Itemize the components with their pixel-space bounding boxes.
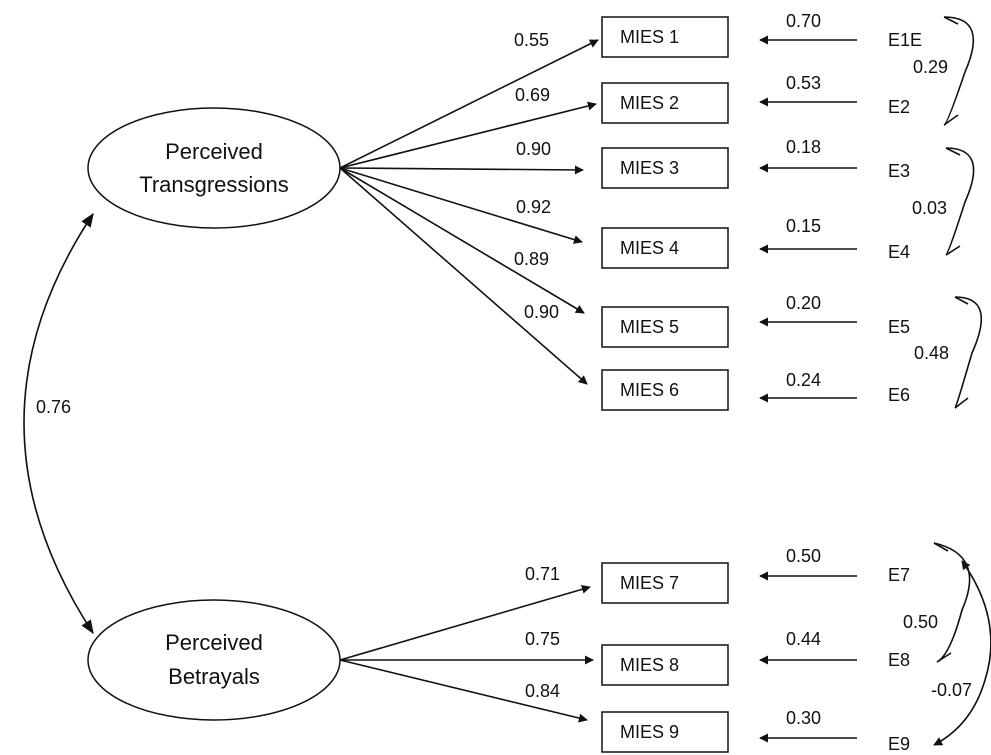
latent-transgressions-label-line2: Transgressions — [139, 172, 289, 197]
error-weight-label-8: 0.44 — [786, 629, 821, 649]
indicator-label-3: MIES 3 — [620, 158, 679, 178]
covariance-bracket-e3-e4 — [946, 148, 974, 255]
error-weight-label-3: 0.18 — [786, 137, 821, 157]
error-term-label-3: E3 — [888, 161, 910, 181]
loading-label-5: 0.89 — [514, 249, 549, 269]
indicator-label-1: MIES 1 — [620, 27, 679, 47]
loading-label-3: 0.90 — [516, 139, 551, 159]
loading-label-7: 0.71 — [525, 564, 560, 584]
covariance-bracket-e7-e8-ticks — [934, 543, 951, 662]
covariance-label-e7-e8: 0.50 — [903, 612, 938, 632]
error-weight-label-5: 0.20 — [786, 293, 821, 313]
loading-path-2 — [340, 104, 596, 168]
latent-betrayals-label-line2: Betrayals — [168, 664, 260, 689]
latent-betrayals-ellipse — [88, 600, 340, 720]
loading-path-5 — [340, 168, 584, 313]
loading-path-3 — [340, 168, 583, 170]
error-weight-label-2: 0.53 — [786, 73, 821, 93]
indicator-label-6: MIES 6 — [620, 380, 679, 400]
indicator-label-5: MIES 5 — [620, 317, 679, 337]
error-covariances-group: 0.29 0.03 0.48 0.50 -0.07 — [903, 17, 991, 745]
indicator-label-9: MIES 9 — [620, 722, 679, 742]
error-weight-label-6: 0.24 — [786, 370, 821, 390]
loading-path-1 — [340, 40, 598, 168]
factor-correlation-path — [24, 214, 93, 633]
latent-transgressions-ellipse — [88, 108, 340, 228]
covariance-label-e5-e6: 0.48 — [914, 343, 949, 363]
indicator-label-7: MIES 7 — [620, 573, 679, 593]
loading-label-1: 0.55 — [514, 30, 549, 50]
error-term-label-5: E5 — [888, 317, 910, 337]
error-term-label-8: E8 — [888, 650, 910, 670]
indicator-label-2: MIES 2 — [620, 93, 679, 113]
indicator-label-4: MIES 4 — [620, 238, 679, 258]
covariance-curve-e7-e9 — [934, 561, 991, 745]
loading-path-7 — [340, 587, 590, 660]
loading-label-9: 0.84 — [525, 681, 560, 701]
error-term-label-6: E6 — [888, 385, 910, 405]
latent-transgressions-label-line1: Perceived — [165, 139, 263, 164]
error-weight-label-9: 0.30 — [786, 708, 821, 728]
error-term-label-7: E7 — [888, 565, 910, 585]
covariance-bracket-e1-e2 — [944, 17, 973, 125]
error-weight-label-1: 0.70 — [786, 11, 821, 31]
covariance-label-e1-e2: 0.29 — [913, 57, 948, 77]
indicators-group: 0.55 MIES 1 0.70 E1E 0.69 MIES 2 0.53 E2 0.90 MIE… — [340, 11, 922, 754]
loading-label-2: 0.69 — [515, 85, 550, 105]
error-weight-label-4: 0.15 — [786, 216, 821, 236]
error-term-label-2: E2 — [888, 97, 910, 117]
error-term-label-1: E1E — [888, 30, 922, 50]
latent-betrayals-label-line1: Perceived — [165, 630, 263, 655]
indicator-label-8: MIES 8 — [620, 655, 679, 675]
covariance-label-e3-e4: 0.03 — [912, 198, 947, 218]
covariance-label-e7-e9: -0.07 — [931, 680, 972, 700]
error-term-label-9: E9 — [888, 734, 910, 754]
factor-correlation-label: 0.76 — [36, 397, 71, 417]
error-term-label-4: E4 — [888, 242, 910, 262]
error-weight-label-7: 0.50 — [786, 546, 821, 566]
covariance-bracket-e5-e6-ticks — [955, 297, 968, 408]
covariance-bracket-e7-e8 — [934, 543, 970, 662]
loading-label-8: 0.75 — [525, 629, 560, 649]
loading-label-4: 0.92 — [516, 197, 551, 217]
loading-label-6: 0.90 — [524, 302, 559, 322]
covariance-bracket-e5-e6 — [955, 297, 981, 408]
